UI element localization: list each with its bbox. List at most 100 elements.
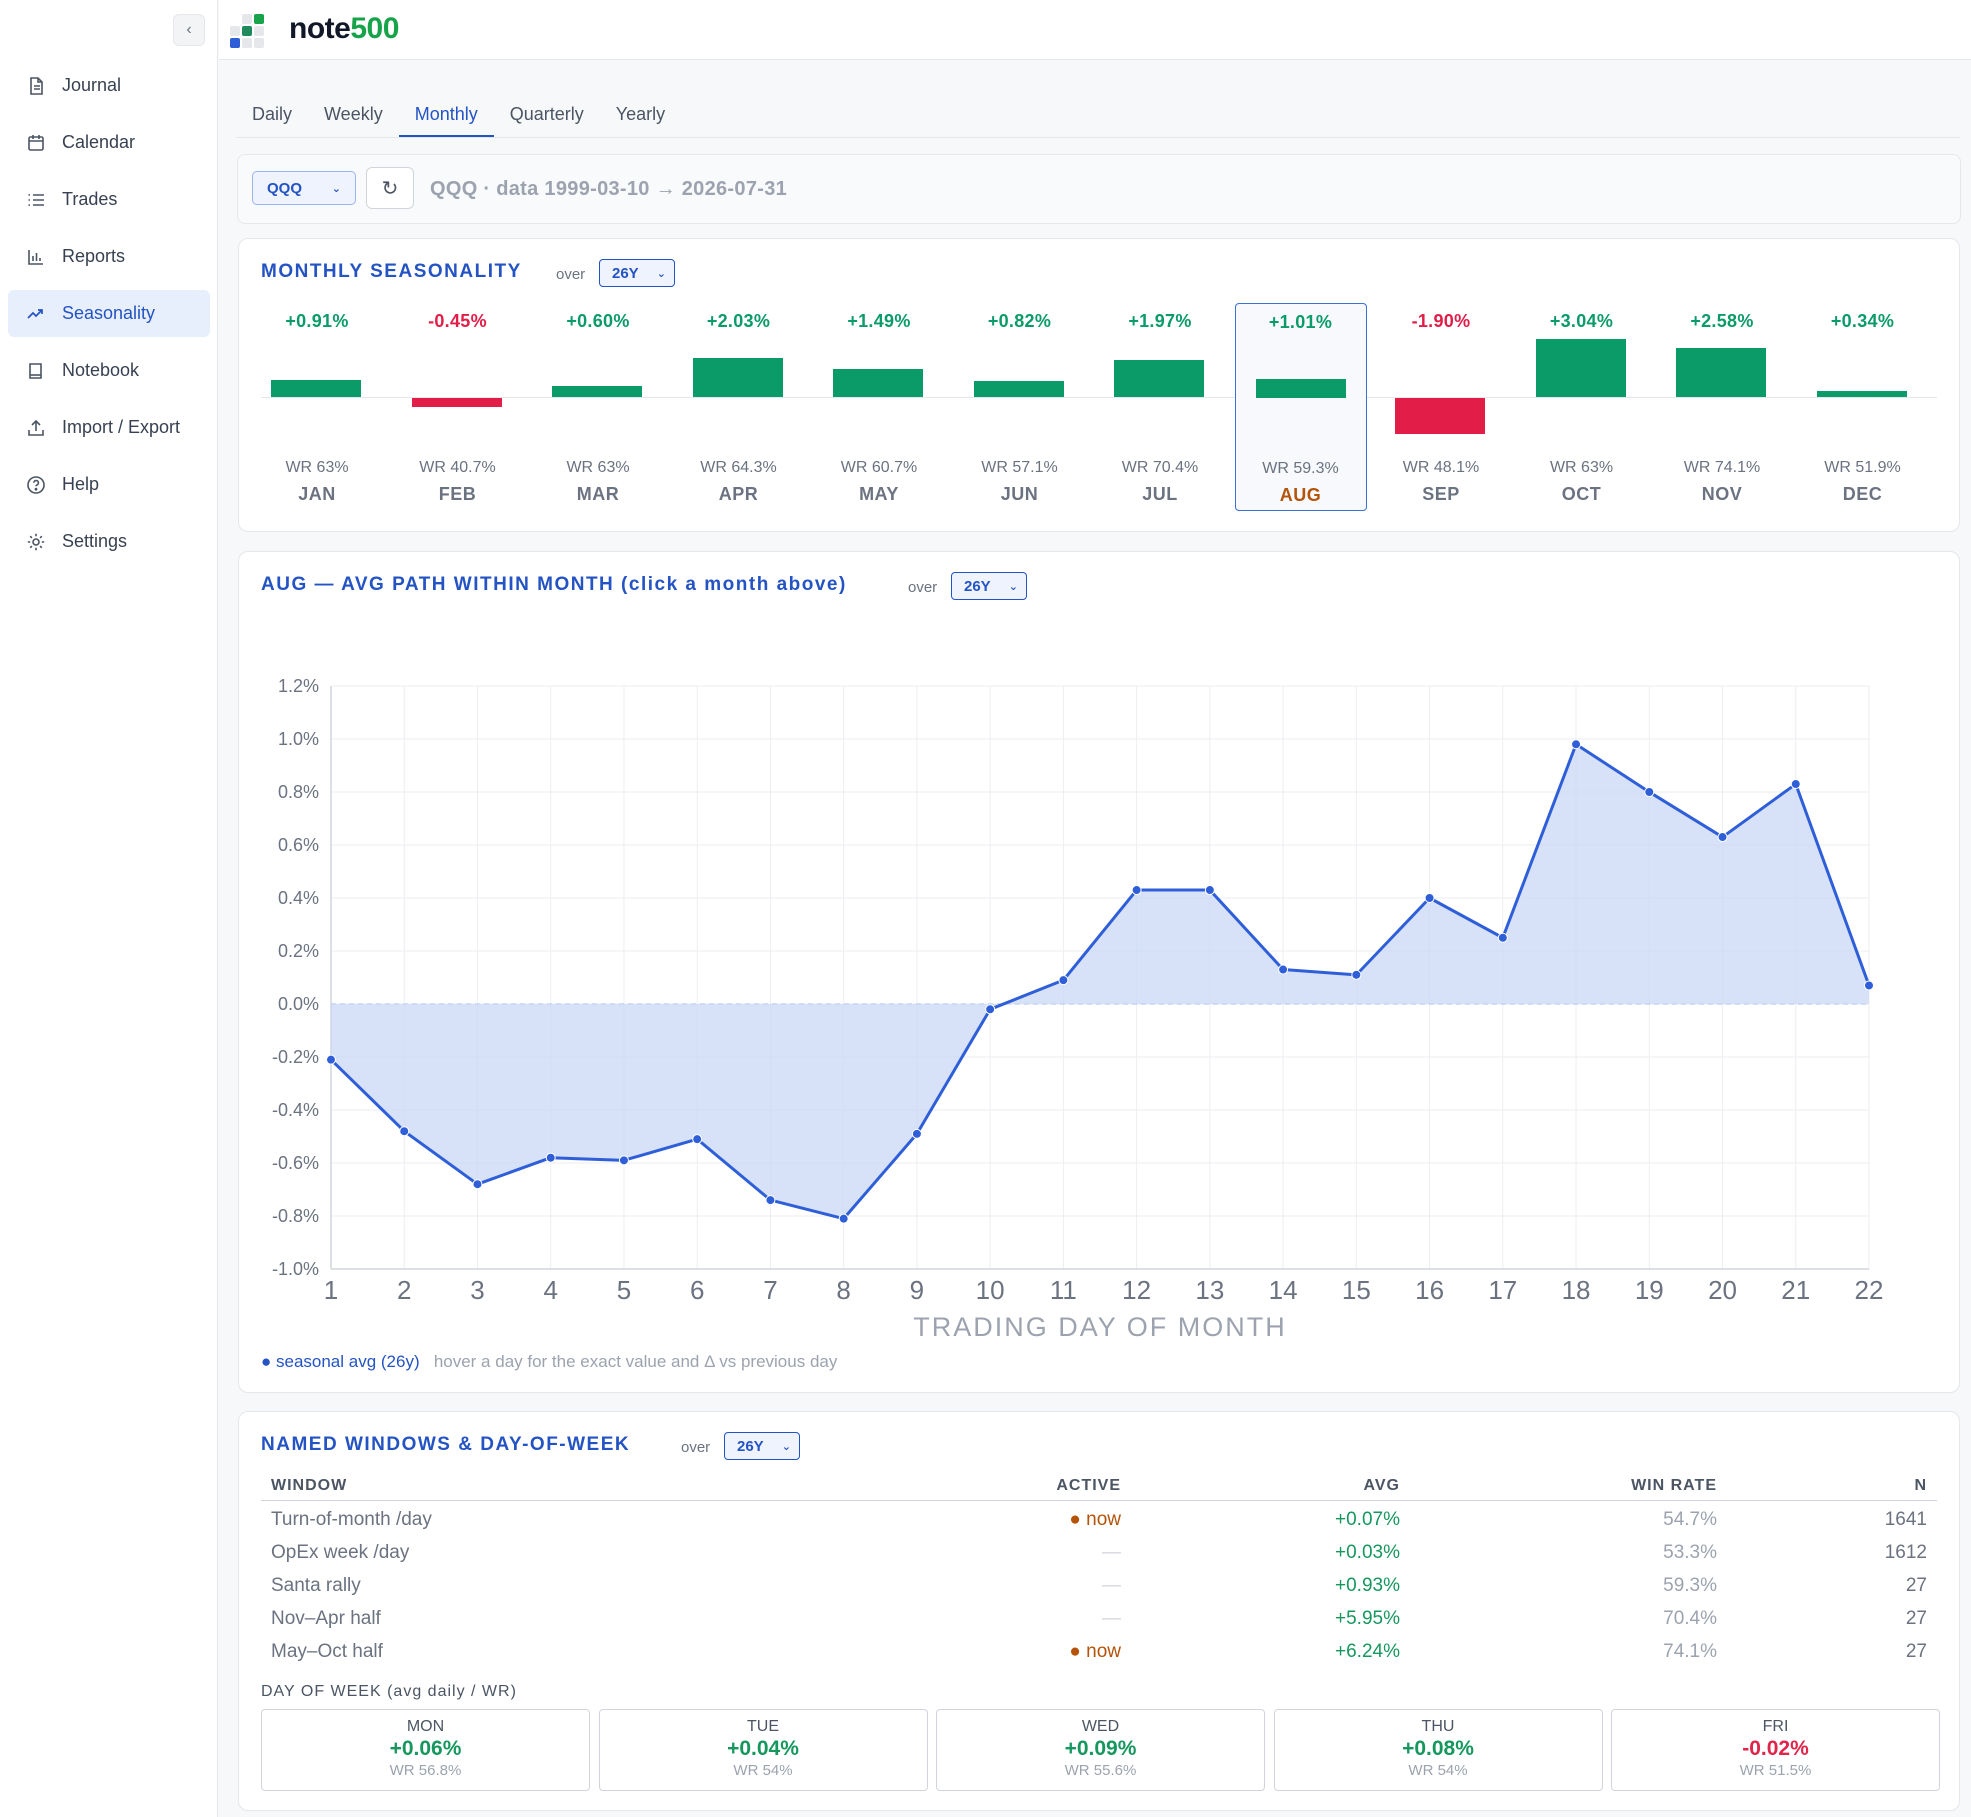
data-point-day-5[interactable] bbox=[618, 1155, 629, 1166]
n-value: 1641 bbox=[1884, 1509, 1927, 1530]
data-point-day-8[interactable] bbox=[838, 1213, 849, 1224]
data-point-day-15[interactable] bbox=[1351, 969, 1362, 980]
data-point-day-1[interactable] bbox=[326, 1054, 336, 1065]
month-name: MAY bbox=[859, 484, 899, 504]
tab-quarterly[interactable]: Quarterly bbox=[509, 104, 584, 124]
month-column-apr[interactable]: +2.03% WR 64.3% APR bbox=[673, 303, 805, 511]
data-point-day-7[interactable] bbox=[765, 1195, 776, 1206]
avg-value: +0.93% bbox=[1335, 1575, 1400, 1596]
data-point-day-16[interactable] bbox=[1424, 893, 1435, 903]
sidebar-item-reports[interactable]: Reports bbox=[8, 233, 210, 280]
table-row[interactable]: Nov–Apr half — +5.95% 70.4% 27 bbox=[261, 1604, 1937, 1637]
refresh-button[interactable]: ↻ bbox=[366, 167, 414, 209]
dow-card-fri[interactable]: FRI -0.02% WR 51.5% bbox=[1611, 1709, 1940, 1791]
data-point-day-19[interactable] bbox=[1644, 787, 1655, 797]
filter-bar: QQQ ⌄ ↻ QQQ · data 1999-03-10 → 2026-07-… bbox=[237, 154, 1961, 224]
period-select[interactable]: 26Y ⌄ bbox=[951, 572, 1027, 600]
top-bar: note500 bbox=[219, 0, 1971, 60]
sidebar-item-settings[interactable]: Settings bbox=[8, 518, 210, 565]
data-point-day-2[interactable] bbox=[399, 1126, 410, 1137]
sidebar-item-seasonality[interactable]: Seasonality bbox=[8, 290, 210, 337]
data-point-day-9[interactable] bbox=[911, 1128, 922, 1139]
x-tick-label: 10 bbox=[976, 1275, 1005, 1305]
data-point-day-22[interactable] bbox=[1864, 980, 1874, 991]
month-bar bbox=[411, 398, 502, 407]
symbol-select[interactable]: QQQ ⌄ bbox=[252, 171, 356, 205]
data-point-day-4[interactable] bbox=[545, 1152, 556, 1163]
month-name: JUL bbox=[1142, 484, 1178, 504]
table-row[interactable]: Santa rally — +0.93% 59.3% 27 bbox=[261, 1571, 1937, 1604]
data-point-day-18[interactable] bbox=[1571, 739, 1582, 750]
x-tick-label: 1 bbox=[324, 1275, 338, 1305]
sidebar-item-help[interactable]: Help bbox=[8, 461, 210, 508]
data-point-day-20[interactable] bbox=[1717, 832, 1728, 843]
x-tick-label: 11 bbox=[1050, 1275, 1077, 1305]
data-point-day-13[interactable] bbox=[1204, 885, 1215, 896]
month-column-aug[interactable]: +1.01% WR 59.3% AUG bbox=[1234, 303, 1367, 511]
brand-prefix: note bbox=[289, 12, 351, 45]
data-point-day-14[interactable] bbox=[1278, 964, 1289, 975]
data-point-day-21[interactable] bbox=[1790, 779, 1801, 790]
month-column-oct[interactable]: +3.04% WR 63% OCT bbox=[1516, 303, 1648, 511]
y-tick-label: 1.2% bbox=[278, 676, 319, 696]
col-n: N bbox=[1914, 1477, 1927, 1494]
dow-card-thu[interactable]: THU +0.08% WR 54% bbox=[1273, 1709, 1603, 1791]
month-bar bbox=[1255, 378, 1346, 398]
dow-name: MON bbox=[406, 1718, 445, 1735]
data-point-day-17[interactable] bbox=[1497, 932, 1508, 943]
month-column-jul[interactable]: +1.97% WR 70.4% JUL bbox=[1094, 303, 1226, 511]
table-row[interactable]: May–Oct half ● now +6.24% 74.1% 27 bbox=[261, 1637, 1937, 1670]
x-tick-label: 22 bbox=[1855, 1275, 1884, 1305]
bar-chart-icon bbox=[25, 246, 47, 268]
month-column-dec[interactable]: +0.34% WR 51.9% DEC bbox=[1797, 303, 1929, 511]
x-tick-label: 13 bbox=[1195, 1275, 1224, 1305]
dow-name: THU bbox=[1421, 1718, 1455, 1735]
sidebar-item-import-export[interactable]: Import / Export bbox=[8, 404, 210, 451]
period-select[interactable]: 26Y ⌄ bbox=[599, 259, 675, 287]
sidebar-item-journal[interactable]: Journal bbox=[8, 62, 210, 109]
month-column-jan[interactable]: +0.91% WR 63% JAN bbox=[251, 303, 383, 511]
sidebar-item-calendar[interactable]: Calendar bbox=[8, 119, 210, 166]
data-point-day-3[interactable] bbox=[472, 1179, 483, 1190]
month-avg-value: -1.90% bbox=[1411, 311, 1471, 331]
month-bar bbox=[1816, 390, 1907, 397]
x-tick-label: 8 bbox=[836, 1275, 850, 1305]
data-point-day-10[interactable] bbox=[985, 1004, 996, 1015]
month-column-nov[interactable]: +2.58% WR 74.1% NOV bbox=[1656, 303, 1788, 511]
x-tick-label: 20 bbox=[1708, 1275, 1737, 1305]
active-status: — bbox=[1102, 1542, 1121, 1563]
avg-path-chart[interactable]: 1.2% 1.0% 0.8% 0.6% 0.4% 0.2% 0.0% -0.2% -0.4% -0… bbox=[239, 552, 1961, 1342]
dow-card-tue[interactable]: TUE +0.04% WR 54% bbox=[598, 1709, 928, 1791]
dow-name: FRI bbox=[1762, 1718, 1789, 1735]
win-rate-value: 54.7% bbox=[1663, 1509, 1717, 1530]
sidebar-item-notebook[interactable]: Notebook bbox=[8, 347, 210, 394]
month-win-rate: WR 63% bbox=[285, 459, 349, 476]
dow-card-wed[interactable]: WED +0.09% WR 55.6% bbox=[936, 1709, 1265, 1791]
col-win-rate: WIN RATE bbox=[1631, 1477, 1717, 1494]
sidebar-item-trades[interactable]: Trades bbox=[8, 176, 210, 223]
y-tick-label: 0.4% bbox=[278, 888, 319, 908]
tab-monthly[interactable]: Monthly bbox=[398, 96, 494, 137]
period-value: 26Y bbox=[612, 264, 639, 282]
month-column-sep[interactable]: -1.90% WR 48.1% SEP bbox=[1375, 303, 1507, 511]
collapse-sidebar-button[interactable]: ‹ bbox=[173, 14, 205, 46]
month-name: SEP bbox=[1422, 484, 1460, 504]
tab-yearly[interactable]: Yearly bbox=[615, 104, 666, 124]
table-row[interactable]: OpEx week /day — +0.03% 53.3% 1612 bbox=[261, 1538, 1937, 1571]
month-column-mar[interactable]: +0.60% WR 63% MAR bbox=[532, 303, 664, 511]
y-tick-label: -0.4% bbox=[272, 1100, 319, 1120]
data-point-day-6[interactable] bbox=[692, 1134, 703, 1145]
data-point-day-12[interactable] bbox=[1131, 885, 1142, 896]
period-select[interactable]: 26Y ⌄ bbox=[724, 1432, 800, 1460]
month-name: JUN bbox=[1000, 484, 1039, 504]
month-column-feb[interactable]: -0.45% WR 40.7% FEB bbox=[392, 303, 524, 511]
month-column-may[interactable]: +1.49% WR 60.7% MAY bbox=[813, 303, 945, 511]
table-row[interactable]: Turn-of-month /day ● now +0.07% 54.7% 1641 bbox=[261, 1505, 1937, 1538]
month-column-jun[interactable]: +0.82% WR 57.1% JUN bbox=[954, 303, 1086, 511]
dow-card-mon[interactable]: MON +0.06% WR 56.8% bbox=[261, 1709, 590, 1791]
tab-weekly[interactable]: Weekly bbox=[324, 104, 383, 124]
y-tick-label: 0.6% bbox=[278, 835, 319, 855]
tab-daily[interactable]: Daily bbox=[252, 104, 293, 124]
data-point-day-11[interactable] bbox=[1058, 975, 1069, 986]
month-bar bbox=[271, 379, 361, 397]
